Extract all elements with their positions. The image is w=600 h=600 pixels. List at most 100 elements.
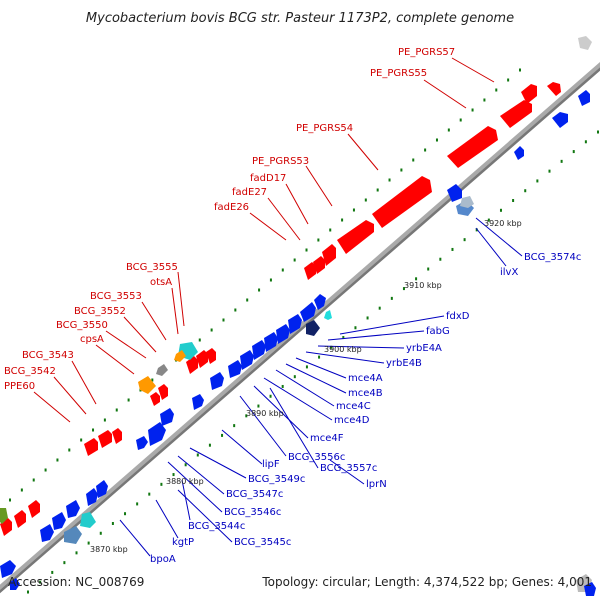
reverse-gene-label[interactable]: kgtP xyxy=(172,537,194,548)
reverse-gene-label[interactable]: mce4D xyxy=(334,415,370,426)
forward-feature[interactable] xyxy=(28,500,40,518)
misc-feature-green[interactable] xyxy=(0,508,8,524)
forward-feature[interactable] xyxy=(500,100,532,128)
reverse-gene-label[interactable]: BCG_3557c xyxy=(320,463,377,474)
forward-gene-label[interactable]: fadE26 xyxy=(214,202,249,213)
forward-feature[interactable] xyxy=(98,430,112,448)
reverse-feature[interactable] xyxy=(314,294,326,310)
forward-feature[interactable] xyxy=(372,176,432,228)
forward-gene-label[interactable]: PE_PGRS54 xyxy=(296,123,353,134)
reverse-feature[interactable] xyxy=(148,422,166,446)
reverse-gene-label[interactable]: BCG_3556c xyxy=(288,452,345,463)
misc-feature-orange[interactable] xyxy=(138,376,156,394)
reverse-feature[interactable] xyxy=(0,560,16,578)
forward-gene-label[interactable]: BCG_3543 xyxy=(22,350,74,361)
reverse-gene-label[interactable]: yrbE4A xyxy=(406,343,442,354)
reverse-feature[interactable] xyxy=(552,112,568,128)
reverse-feature[interactable] xyxy=(10,578,20,590)
reverse-gene-label[interactable]: mce4C xyxy=(336,401,371,412)
reverse-feature[interactable] xyxy=(192,394,204,410)
tick-dot xyxy=(305,248,308,252)
forward-feature[interactable] xyxy=(112,428,122,444)
reverse-gene-label[interactable]: BCG_3574c xyxy=(524,252,581,263)
forward-feature[interactable] xyxy=(84,438,98,456)
reverse-feature[interactable] xyxy=(447,184,462,202)
forward-feature[interactable] xyxy=(186,356,198,374)
forward-gene-label[interactable]: fadD17 xyxy=(250,173,286,184)
reverse-gene-label[interactable]: BCG_3547c xyxy=(226,489,283,500)
forward-gene-label[interactable]: BCG_3550 xyxy=(56,320,108,331)
reverse-feature[interactable] xyxy=(324,310,332,320)
reverse-gene-label[interactable]: fabG xyxy=(426,326,450,337)
misc-feature-steel[interactable] xyxy=(64,526,82,544)
forward-feature[interactable] xyxy=(158,384,168,400)
forward-leader-line xyxy=(347,133,379,171)
forward-gene-label[interactable]: PE_PGRS55 xyxy=(370,68,427,79)
forward-gene-label[interactable]: otsA xyxy=(150,277,172,288)
reverse-gene-label[interactable]: ilvX xyxy=(500,267,518,278)
forward-feature[interactable] xyxy=(206,348,216,364)
reverse-gene-label[interactable]: fdxD xyxy=(446,311,470,322)
reverse-gene-label[interactable]: bpoA xyxy=(150,554,176,565)
reverse-feature[interactable] xyxy=(228,360,242,378)
reverse-feature[interactable] xyxy=(96,480,108,498)
reverse-gene-label[interactable]: yrbE4B xyxy=(386,358,422,369)
forward-gene-label[interactable]: PPE60 xyxy=(4,381,35,392)
reverse-gene-label[interactable]: BCG_3549c xyxy=(248,474,305,485)
reverse-feature[interactable] xyxy=(40,524,54,542)
tick-dot xyxy=(32,478,35,482)
misc-feature-orange[interactable] xyxy=(174,350,186,362)
reverse-feature[interactable] xyxy=(306,320,320,336)
misc-feature-grey[interactable] xyxy=(578,36,592,50)
forward-feature[interactable] xyxy=(196,350,208,368)
forward-gene-label[interactable]: fadE27 xyxy=(232,187,267,198)
reverse-gene-label[interactable]: lipF xyxy=(262,459,280,470)
reverse-gene-label[interactable]: mce4B xyxy=(348,388,383,399)
tick-dot xyxy=(412,158,415,162)
reverse-feature-partial[interactable] xyxy=(584,582,596,596)
reverse-feature[interactable] xyxy=(264,332,278,352)
reverse-feature[interactable] xyxy=(300,302,316,322)
forward-feature[interactable] xyxy=(322,244,336,266)
reverse-feature[interactable] xyxy=(460,196,474,208)
forward-gene-label[interactable]: PE_PGRS53 xyxy=(252,156,309,167)
reverse-gene-label[interactable]: BCG_3545c xyxy=(234,537,291,548)
forward-gene-label[interactable]: BCG_3555 xyxy=(126,262,178,273)
reverse-gene-label[interactable]: mce4A xyxy=(348,373,383,384)
forward-gene-label[interactable]: cpsA xyxy=(80,334,104,345)
forward-feature[interactable] xyxy=(337,220,374,254)
forward-feature[interactable] xyxy=(14,510,26,528)
tick-dot xyxy=(115,408,118,412)
reverse-feature[interactable] xyxy=(276,324,290,344)
reverse-feature[interactable] xyxy=(136,436,148,450)
reverse-feature[interactable] xyxy=(514,146,524,160)
forward-feature[interactable] xyxy=(547,82,561,96)
reverse-feature[interactable] xyxy=(240,350,254,370)
reverse-gene-label[interactable]: BCG_3546c xyxy=(224,507,281,518)
forward-feature[interactable] xyxy=(521,84,537,104)
reverse-gene-label[interactable]: BCG_3544c xyxy=(188,521,245,532)
tick-dot xyxy=(378,306,381,310)
reverse-feature[interactable] xyxy=(86,488,98,506)
reverse-feature[interactable] xyxy=(288,314,302,334)
forward-feature[interactable] xyxy=(304,262,316,280)
reverse-feature[interactable] xyxy=(252,340,266,360)
forward-gene-label[interactable]: BCG_3553 xyxy=(90,291,142,302)
forward-feature[interactable] xyxy=(447,126,498,168)
reverse-feature[interactable] xyxy=(160,408,174,426)
forward-feature[interactable] xyxy=(150,392,160,406)
forward-gene-label[interactable]: BCG_3552 xyxy=(74,306,126,317)
tick-dot xyxy=(451,247,454,251)
misc-feature-cyan[interactable] xyxy=(80,512,96,528)
reverse-gene-label[interactable]: mce4F xyxy=(310,433,344,444)
forward-gene-label[interactable]: PE_PGRS57 xyxy=(398,47,455,58)
reverse-feature[interactable] xyxy=(210,372,224,390)
reverse-feature[interactable] xyxy=(52,512,66,530)
reverse-gene-label[interactable]: lprN xyxy=(366,479,387,490)
reverse-leader-line xyxy=(239,395,287,457)
tick-dot xyxy=(80,438,83,442)
reverse-feature[interactable] xyxy=(66,500,80,518)
forward-gene-label[interactable]: BCG_3542 xyxy=(4,366,56,377)
misc-feature-grey[interactable] xyxy=(156,364,168,376)
reverse-feature[interactable] xyxy=(578,90,590,106)
